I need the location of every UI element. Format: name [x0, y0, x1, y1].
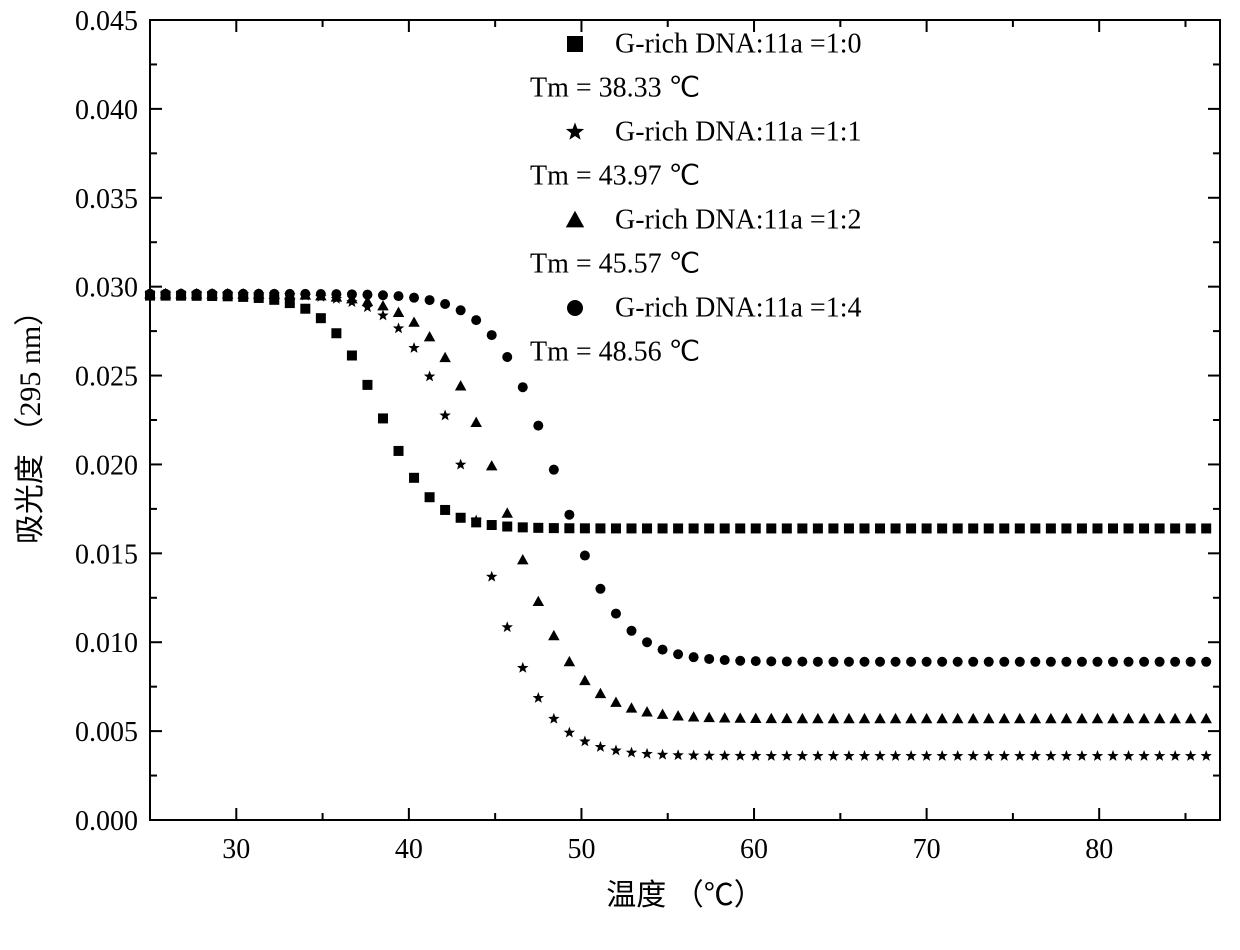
svg-text:0.030: 0.030 [75, 273, 138, 304]
svg-text:吸光度 （295 nm）: 吸光度 （295 nm） [14, 296, 47, 544]
svg-text:50: 50 [567, 834, 595, 865]
legend-label: G-rich DNA:11a =1:0 [615, 28, 861, 59]
legend-tm: Tm = 48.56 ℃ [530, 336, 700, 367]
series-1:0 [145, 291, 1211, 534]
svg-text:0.040: 0.040 [75, 95, 138, 126]
legend-tm: Tm = 45.57 ℃ [530, 248, 700, 279]
svg-text:0.035: 0.035 [75, 184, 138, 215]
svg-text:0.020: 0.020 [75, 450, 138, 481]
svg-text:0.015: 0.015 [75, 539, 138, 570]
svg-text:0.010: 0.010 [75, 628, 138, 659]
svg-text:0.045: 0.045 [75, 6, 138, 37]
svg-text:60: 60 [740, 834, 768, 865]
legend-label: G-rich DNA:11a =1:4 [615, 292, 861, 323]
legend-label: G-rich DNA:11a =1:2 [615, 204, 861, 235]
svg-text:70: 70 [913, 834, 941, 865]
svg-text:40: 40 [395, 834, 423, 865]
svg-text:0.000: 0.000 [75, 806, 138, 837]
legend-tm: Tm = 38.33 ℃ [530, 72, 700, 103]
melting-curve-chart: 30 40 50 60 70 80 0.000 0.005 0.010 0.015 0.020 0.0… [0, 0, 1240, 926]
legend-tm: Tm = 43.97 ℃ [530, 160, 700, 191]
svg-text:80: 80 [1085, 834, 1113, 865]
svg-text:0.025: 0.025 [75, 362, 138, 393]
chart-svg: 30 40 50 60 70 80 0.000 0.005 0.010 0.015 0.020 0.0… [0, 0, 1240, 926]
svg-text:温度 （℃）: 温度 （℃） [606, 879, 764, 912]
legend-label: G-rich DNA:11a =1:1 [615, 116, 861, 147]
svg-text:0.005: 0.005 [75, 717, 138, 748]
svg-text:30: 30 [222, 834, 250, 865]
